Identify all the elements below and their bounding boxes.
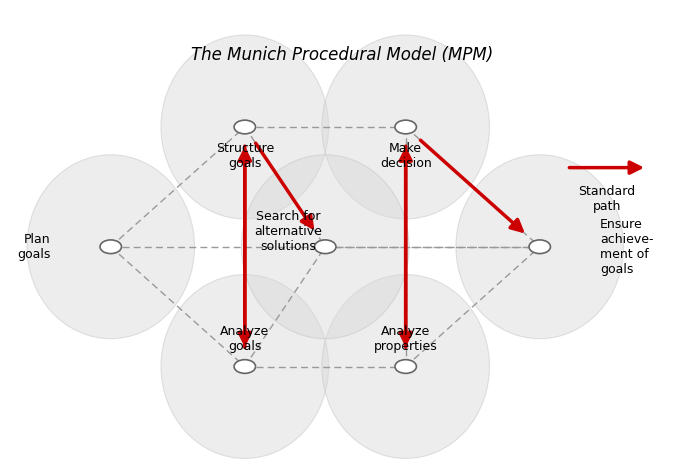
Text: The Munich Procedural Model (MPM): The Munich Procedural Model (MPM) — [191, 46, 493, 64]
Text: Plan
goals: Plan goals — [17, 233, 51, 261]
Ellipse shape — [322, 274, 490, 458]
Text: Analyze
properties: Analyze properties — [373, 325, 438, 352]
Ellipse shape — [161, 35, 328, 219]
Circle shape — [234, 120, 256, 134]
Text: Structure
goals: Structure goals — [215, 142, 274, 170]
Circle shape — [395, 360, 417, 373]
Ellipse shape — [161, 274, 328, 458]
Circle shape — [395, 120, 417, 134]
Circle shape — [315, 240, 336, 254]
Ellipse shape — [27, 155, 194, 339]
Text: Analyze
goals: Analyze goals — [220, 325, 269, 352]
Text: Make
decision: Make decision — [380, 142, 432, 170]
Circle shape — [529, 240, 551, 254]
Ellipse shape — [456, 155, 624, 339]
Ellipse shape — [322, 35, 490, 219]
Ellipse shape — [241, 155, 409, 339]
Text: Standard
path: Standard path — [578, 185, 635, 213]
Text: Ensure
achieve-
ment of
goals: Ensure achieve- ment of goals — [600, 218, 654, 276]
Circle shape — [100, 240, 122, 254]
Circle shape — [234, 360, 256, 373]
Text: Search for
alternative
solutions: Search for alternative solutions — [254, 210, 322, 253]
